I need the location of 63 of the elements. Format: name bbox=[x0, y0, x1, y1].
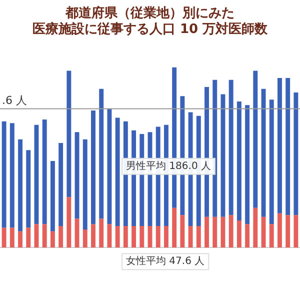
bar bbox=[82, 139, 88, 230]
bar bbox=[220, 216, 226, 248]
text: 都道府県（従業地）別にみた bbox=[66, 6, 234, 22]
bar bbox=[66, 197, 72, 248]
bar bbox=[204, 216, 209, 248]
bar bbox=[50, 231, 55, 248]
bar bbox=[99, 88, 104, 219]
bar bbox=[42, 120, 47, 224]
bar bbox=[245, 105, 250, 224]
bar bbox=[50, 161, 55, 232]
bar bbox=[253, 208, 258, 248]
bar bbox=[269, 224, 274, 248]
bar bbox=[74, 132, 80, 219]
annotation: 男性平均 186.0 人 bbox=[126, 160, 211, 172]
bar bbox=[2, 121, 6, 228]
bar bbox=[269, 100, 274, 224]
bar bbox=[115, 118, 120, 226]
bar bbox=[236, 101, 242, 221]
bar bbox=[294, 92, 298, 216]
bar bbox=[66, 70, 72, 198]
ref-line-label: .6 人 bbox=[2, 94, 27, 108]
bar bbox=[91, 224, 96, 248]
bar bbox=[26, 150, 31, 228]
bar bbox=[58, 226, 64, 248]
bar bbox=[286, 78, 290, 216]
bar bbox=[115, 226, 120, 248]
bar bbox=[140, 226, 144, 248]
bar bbox=[82, 230, 88, 248]
bar bbox=[58, 142, 64, 226]
bar bbox=[10, 123, 14, 228]
bar bbox=[196, 226, 201, 248]
bar bbox=[18, 139, 22, 232]
bar bbox=[10, 228, 14, 248]
bar bbox=[26, 228, 31, 248]
text: 女性平均 47.6 人 bbox=[126, 255, 205, 268]
bar bbox=[123, 226, 128, 248]
bar bbox=[220, 94, 226, 217]
bar bbox=[172, 208, 177, 248]
bar bbox=[253, 70, 258, 208]
bar bbox=[212, 216, 218, 248]
bar bbox=[236, 220, 242, 248]
bar bbox=[132, 226, 136, 248]
bar bbox=[294, 215, 298, 248]
bar bbox=[188, 226, 193, 248]
bar bbox=[91, 110, 96, 224]
bar bbox=[42, 224, 47, 248]
bar bbox=[286, 215, 290, 248]
bar bbox=[180, 215, 185, 248]
bar bbox=[99, 218, 104, 248]
bar bbox=[2, 228, 6, 248]
bar bbox=[228, 215, 234, 248]
bar bbox=[107, 224, 112, 248]
bar bbox=[245, 224, 250, 248]
bar bbox=[278, 78, 282, 214]
bar bbox=[34, 224, 39, 248]
bar bbox=[156, 226, 160, 248]
bar bbox=[18, 231, 22, 248]
bar bbox=[228, 80, 234, 216]
bar bbox=[164, 226, 168, 248]
bar bbox=[278, 213, 282, 248]
text: 医療施設に従事する人口 10 万対医師数 bbox=[32, 22, 268, 37]
bar bbox=[74, 218, 80, 248]
bar bbox=[107, 108, 112, 224]
